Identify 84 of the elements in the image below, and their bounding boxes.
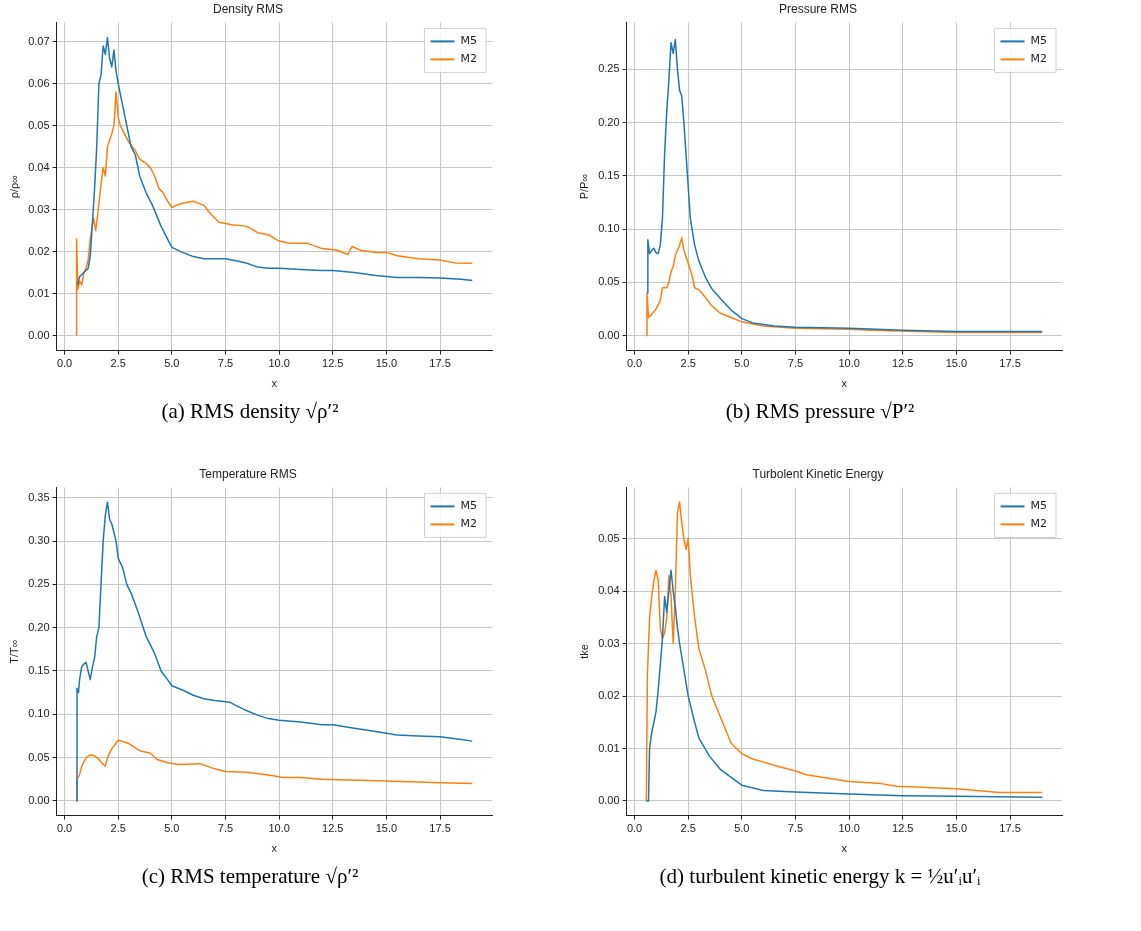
y-tick-label: 0.15	[28, 664, 50, 677]
x-tick-label: 10.0	[838, 822, 860, 835]
y-tick-label: 0.06	[28, 76, 50, 89]
x-tick-label: 7.5	[217, 357, 234, 370]
x-tick-label: 17.5	[999, 822, 1021, 835]
x-axis-title: x	[271, 842, 278, 855]
y-tick-label: 0.10	[598, 222, 620, 235]
x-tick-label: 5.0	[734, 357, 750, 370]
y-tick-label: 0.02	[28, 244, 50, 257]
y-tick-label: 0.00	[28, 793, 50, 806]
y-tick-label: 0.04	[28, 160, 50, 173]
y-tick-label: 0.05	[598, 531, 620, 544]
x-tick-label: 12.5	[322, 357, 344, 370]
y-tick-label: 0.00	[598, 328, 620, 341]
x-tick-label: 0.0	[56, 822, 73, 835]
x-tick-label: 2.5	[680, 357, 696, 370]
y-tick-label: 0.10	[28, 707, 50, 720]
x-tick-label: 2.5	[110, 822, 126, 835]
y-tick-label: 0.05	[28, 750, 50, 763]
x-tick-label: 2.5	[680, 822, 696, 835]
legend-label: M5	[1030, 499, 1048, 513]
x-tick-label: 5.0	[734, 822, 750, 835]
legend-label: M2	[1030, 517, 1048, 531]
legend-label: M2	[460, 517, 478, 531]
x-tick-label: 15.0	[945, 357, 968, 370]
chart-title: Turbolent Kinetic Energy	[752, 466, 884, 481]
legend-label: M2	[1030, 52, 1048, 66]
x-tick-label: 15.0	[375, 357, 398, 370]
x-tick-label: 5.0	[164, 822, 180, 835]
y-tick-label: 0.35	[28, 490, 50, 503]
x-tick-label: 0.0	[626, 357, 643, 370]
x-tick-label: 17.5	[429, 822, 451, 835]
y-tick-label: 0.20	[598, 115, 620, 128]
x-tick-label: 7.5	[217, 822, 234, 835]
x-tick-label: 0.0	[626, 822, 643, 835]
y-tick-label: 0.15	[598, 168, 620, 181]
y-tick-label: 0.02	[598, 689, 620, 702]
y-tick-label: 0.01	[598, 741, 620, 754]
y-tick-label: 0.00	[28, 328, 50, 341]
x-tick-label: 7.5	[787, 357, 804, 370]
x-tick-label: 2.5	[110, 357, 126, 370]
y-axis-title: ρ/ρ∞	[7, 174, 20, 199]
x-tick-label: 15.0	[375, 822, 398, 835]
y-tick-label: 0.30	[28, 534, 50, 547]
x-tick-label: 10.0	[268, 822, 290, 835]
x-tick-label: 5.0	[164, 357, 180, 370]
chart-title: Temperature RMS	[199, 466, 297, 481]
y-axis-title: T/T∞	[7, 639, 20, 664]
y-tick-label: 0.25	[598, 62, 620, 75]
text: (c) RMS temperature √ρ′²	[140, 864, 360, 889]
x-tick-label: 12.5	[892, 357, 914, 370]
x-tick-label: 17.5	[999, 357, 1021, 370]
y-tick-label: 0.07	[28, 34, 50, 47]
text: (a) RMS density √ρ′²	[160, 399, 340, 424]
x-tick-label: 10.0	[838, 357, 860, 370]
y-tick-label: 0.03	[28, 202, 50, 215]
text: (b) RMS pressure √P′²	[724, 399, 916, 424]
x-axis-title: x	[841, 842, 848, 855]
x-tick-label: 17.5	[429, 357, 451, 370]
x-tick-label: 15.0	[945, 822, 968, 835]
x-tick-label: 12.5	[892, 822, 914, 835]
y-tick-label: 0.04	[598, 584, 620, 597]
x-tick-label: 7.5	[787, 822, 804, 835]
text: (d) turbulent kinetic energy k = ½u′ᵢu′ᵢ	[658, 864, 982, 889]
x-tick-label: 10.0	[268, 357, 290, 370]
chart-title: Density RMS	[212, 1, 284, 16]
legend-label: M2	[460, 52, 478, 66]
y-tick-label: 0.25	[28, 577, 50, 590]
x-axis-title: x	[271, 377, 278, 390]
legend-label: M5	[460, 34, 478, 48]
y-tick-label: 0.00	[598, 793, 620, 806]
y-tick-label: 0.05	[598, 275, 620, 288]
y-tick-label: 0.01	[28, 286, 50, 299]
y-tick-label: 0.20	[28, 620, 50, 633]
chart-title: Pressure RMS	[778, 1, 858, 16]
x-axis-title: x	[841, 377, 848, 390]
x-tick-label: 12.5	[322, 822, 344, 835]
y-tick-label: 0.05	[28, 118, 50, 131]
y-axis-title: P/P∞	[577, 173, 590, 200]
x-tick-label: 0.0	[56, 357, 73, 370]
legend-label: M5	[460, 499, 478, 513]
legend-label: M5	[1030, 34, 1048, 48]
y-axis-title: tke	[577, 644, 590, 659]
y-tick-label: 0.03	[598, 636, 620, 649]
